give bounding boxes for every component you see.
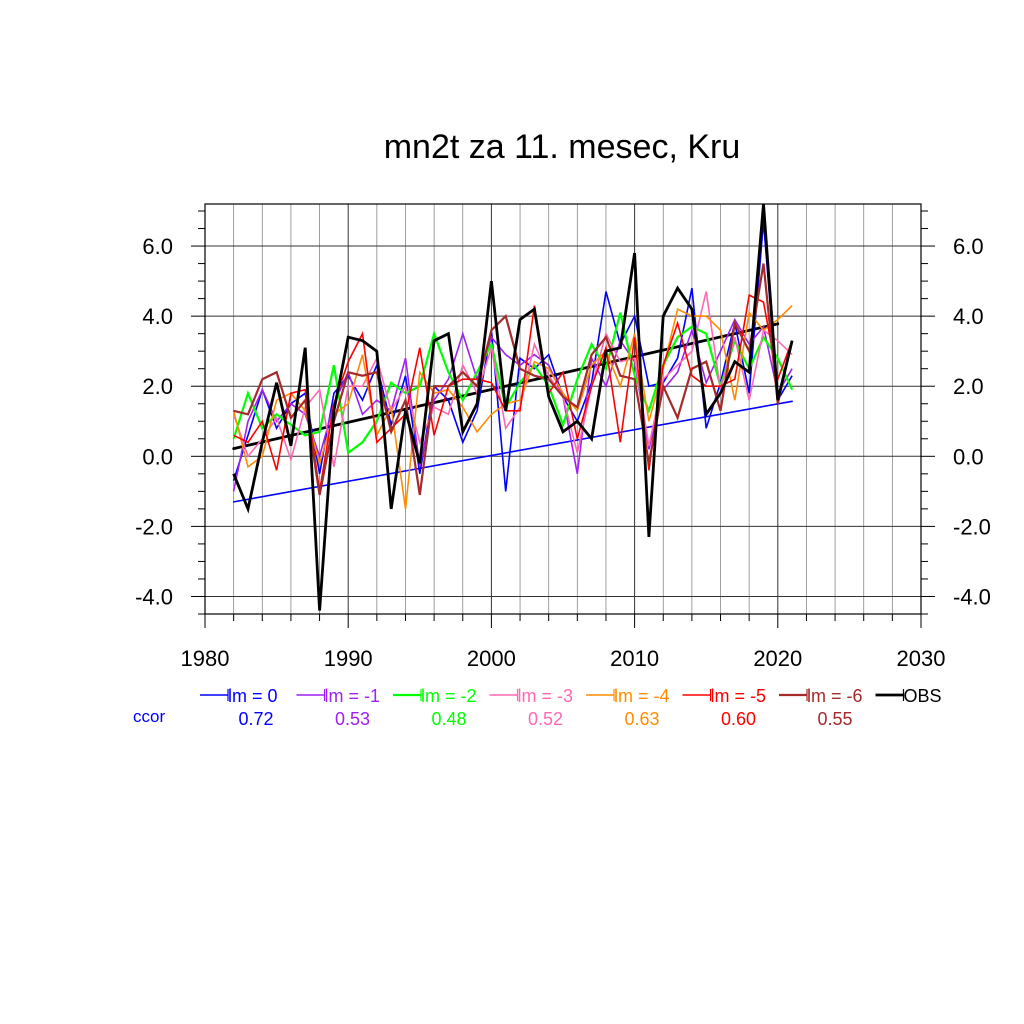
plot-frame — [204, 203, 922, 615]
y-tick-label-left: 6.0 — [142, 234, 173, 259]
grid — [204, 204, 922, 614]
legend-ccor-value: 0.60 — [721, 709, 756, 729]
legend-ccor-value: 0.53 — [335, 709, 370, 729]
legend: ccor lm = 0 0.72 lm = -1 0.53 lm = -2 0.48 lm =… — [133, 686, 942, 729]
series-line — [232, 203, 794, 611]
ccor-label: ccor — [133, 707, 165, 726]
y-tick-label-left: -4.0 — [135, 584, 173, 609]
legend-label: lm = -6 — [807, 686, 863, 706]
axes: 1980 1990 2000 2010 2020 2030 -4.0 -4.0 -2.0 -2.0… — [135, 203, 991, 671]
y-tick-label-right: -2.0 — [953, 514, 991, 539]
y-tick-label-left: 0.0 — [142, 444, 173, 469]
x-tick-label: 2010 — [610, 646, 659, 671]
y-tick-label-right: -4.0 — [953, 584, 991, 609]
series-line — [233, 293, 793, 492]
x-tick-label: 2000 — [467, 646, 516, 671]
series-lines — [232, 203, 794, 611]
y-tick-label-left: 4.0 — [142, 304, 173, 329]
y-tick-label-right: 4.0 — [953, 304, 984, 329]
series-line — [232, 312, 794, 455]
trend-line — [232, 400, 793, 503]
legend-label: lm = -5 — [711, 686, 767, 706]
legend-label: lm = -2 — [421, 686, 477, 706]
x-tick-label: 1980 — [181, 646, 230, 671]
legend-ccor-value: 0.55 — [817, 709, 852, 729]
legend-label: lm = -3 — [518, 686, 574, 706]
legend-label: OBS — [904, 686, 942, 706]
chart-title: mn2t za 11. mesec, Kru — [384, 128, 741, 166]
y-tick-label-right: 0.0 — [953, 444, 984, 469]
legend-ccor-value: 0.52 — [528, 709, 563, 729]
x-tick-label: 1990 — [324, 646, 373, 671]
legend-label: lm = -1 — [325, 686, 381, 706]
y-tick-label-right: 6.0 — [953, 234, 984, 259]
series-line — [232, 291, 793, 467]
legend-ccor-value: 0.48 — [431, 709, 466, 729]
y-tick-label-left: 2.0 — [142, 374, 173, 399]
x-tick-label: 2020 — [753, 646, 802, 671]
legend-label: lm = -4 — [614, 686, 670, 706]
legend-ccor-value: 0.72 — [238, 709, 273, 729]
legend-ccor-value: 0.63 — [624, 709, 659, 729]
y-tick-label-left: -2.0 — [135, 514, 173, 539]
series-line — [232, 305, 793, 510]
x-tick-label: 2030 — [897, 646, 946, 671]
legend-label: lm = 0 — [228, 686, 278, 706]
y-tick-label-right: 2.0 — [953, 374, 984, 399]
